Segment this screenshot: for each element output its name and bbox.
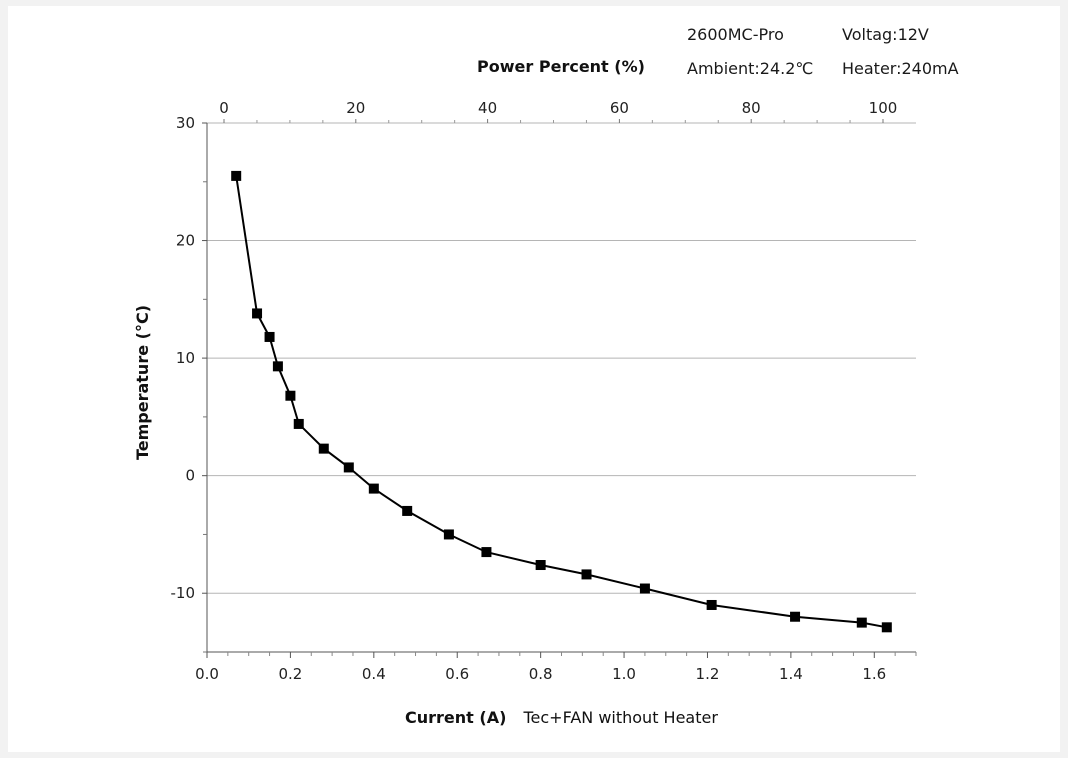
y-tick-label: 20 [176,232,195,250]
y-tick-label: -10 [171,584,196,602]
data-point [706,599,717,610]
data-point [272,361,283,372]
y-tick-label: 0 [185,467,195,485]
data-point [264,331,275,342]
axes [206,123,916,653]
top-tick-label: 0 [219,99,229,117]
info-model: 2600MC-Pro [687,25,784,44]
x-axis-title: Current (A) [405,708,506,727]
data-point [481,547,492,558]
data-point [856,617,867,628]
top-tick-label: 20 [346,99,365,117]
data-point [343,462,354,473]
x-tick-label: 0.0 [195,665,219,683]
y-tick-label: 10 [176,349,195,367]
y-tick-label: 30 [176,114,195,132]
x-tick-label: 0.8 [529,665,553,683]
data-point [231,170,242,181]
x-axis-title-group: Current (A) Tec+FAN without Heater [405,708,718,727]
data-point [293,418,304,429]
top-tick-label: 100 [869,99,898,117]
info-voltage: Voltag:12V [842,25,929,44]
info-ambient: Ambient:24.2℃ [687,59,814,78]
data-point [581,569,592,580]
top-tick-label: 80 [742,99,761,117]
top-axis-title: Power Percent (%) [477,57,645,76]
data-point [535,560,546,571]
x-tick-label: 0.4 [362,665,386,683]
data-point [443,529,454,540]
series [231,170,892,633]
x-tick-label: 0.2 [278,665,302,683]
data-point [252,308,263,319]
data-point [285,390,296,401]
data-point [318,443,329,454]
series-line [235,175,887,629]
top-tick-label: 60 [610,99,629,117]
x-axis-note: Tec+FAN without Heater [522,708,718,727]
x-tick-label: 1.6 [862,665,886,683]
info-heater: Heater:240mA [842,59,959,78]
x-tick-label: 1.2 [696,665,720,683]
chart-panel: 2600MC-Pro Ambient:24.2℃ Voltag:12V Heat… [8,6,1060,752]
data-point [639,583,650,594]
grid-lines [207,122,916,594]
data-point [368,483,379,494]
data-point [790,611,801,622]
data-point [402,505,413,516]
y-axis-title: Temperature (°C) [133,305,152,460]
x-tick-label: 0.6 [445,665,469,683]
x-tick-label: 1.0 [612,665,636,683]
top-tick-label: 40 [478,99,497,117]
x-tick-label: 1.4 [779,665,803,683]
data-point [881,622,892,633]
